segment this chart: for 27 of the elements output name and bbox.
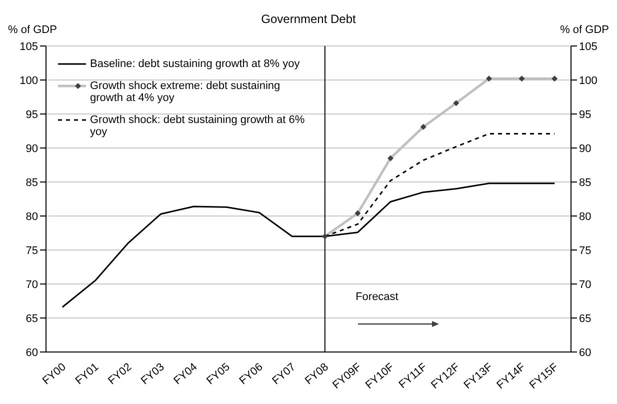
y2-tick-label: 85 xyxy=(579,176,592,189)
y-tick-label: 85 xyxy=(26,176,38,189)
y2-axis-title: % of GDP xyxy=(560,24,609,36)
legend-label: Growth shock extreme: debt sustaining growth at 4% yoy xyxy=(90,80,282,104)
y2-tick-label: 75 xyxy=(579,244,592,257)
y-tick-label: 95 xyxy=(26,108,38,121)
y-tick-label: 90 xyxy=(26,142,38,155)
y-tick-label: 105 xyxy=(20,40,38,53)
annotation: Forecast xyxy=(356,290,398,303)
y-tick-label: 65 xyxy=(26,312,38,325)
y-axis-title: % of GDP xyxy=(8,24,57,36)
y2-tick-label: 90 xyxy=(579,142,592,155)
y2-tick-label: 105 xyxy=(579,40,598,53)
y-tick-label: 70 xyxy=(26,278,38,291)
legend-label: Growth shock: debt sustaining growth at 6% yoy xyxy=(90,114,306,138)
y-tick-label: 100 xyxy=(20,74,38,87)
y-tick-label: 80 xyxy=(26,210,38,223)
y2-tick-label: 95 xyxy=(579,108,592,121)
y2-tick-label: 100 xyxy=(579,74,598,87)
y2-tick-label: 70 xyxy=(579,278,592,291)
y2-tick-label: 80 xyxy=(579,210,592,223)
legend-label: Baseline: debt sustaining growth at 8% yoy xyxy=(90,58,300,70)
y2-tick-label: 65 xyxy=(579,312,592,325)
y-tick-label: 75 xyxy=(26,244,38,257)
y2-tick-label: 60 xyxy=(579,346,592,359)
y-tick-label: 60 xyxy=(26,346,38,359)
chart-title: Government Debt xyxy=(261,12,356,26)
